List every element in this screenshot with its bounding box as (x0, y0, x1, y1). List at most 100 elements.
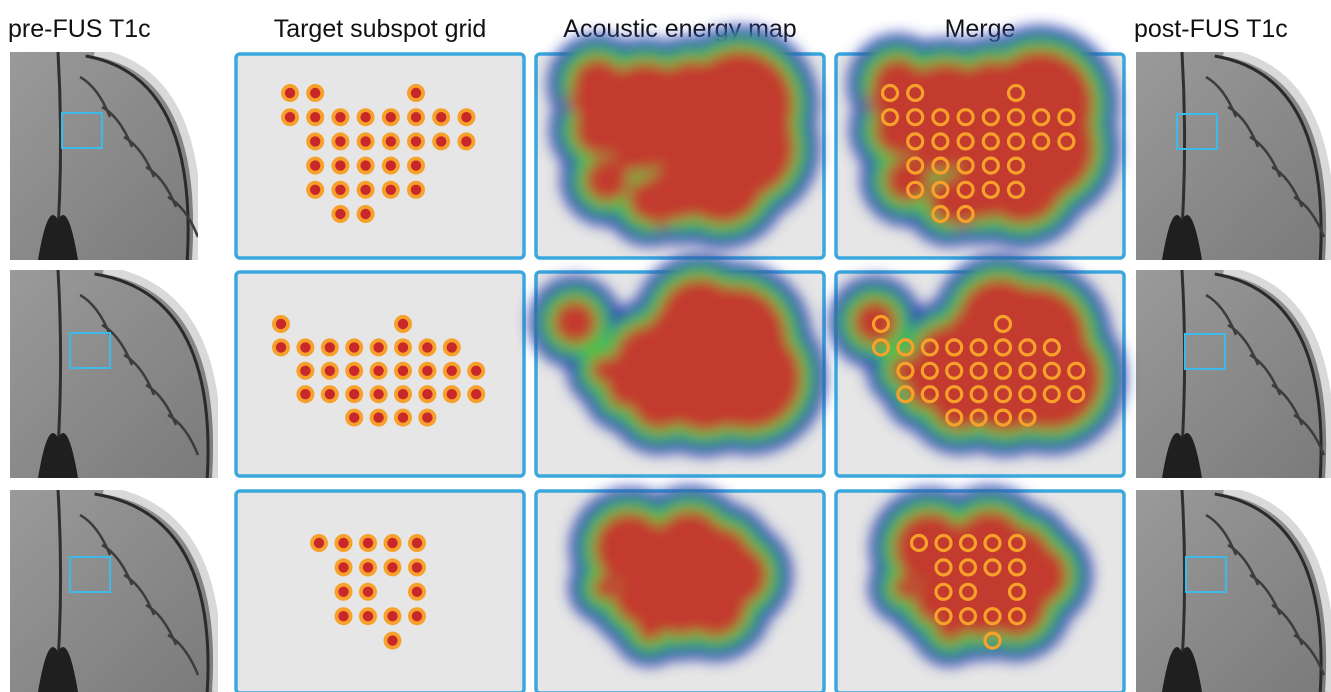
subspot-core (385, 112, 396, 123)
subspot (418, 338, 437, 357)
subspot-ring (945, 408, 964, 427)
subspot (369, 361, 388, 380)
subspot (408, 582, 426, 601)
subspot-core (410, 136, 422, 147)
cortex-edge (94, 492, 210, 692)
ventricles (38, 433, 78, 478)
subspot-core (324, 389, 335, 400)
sulcus-line (167, 633, 200, 676)
subspot (969, 361, 988, 380)
subspot-core (313, 537, 325, 549)
left-roi-box-2 (69, 332, 111, 369)
subspot (296, 361, 315, 380)
subspot (983, 558, 1002, 577)
subspot-core (275, 318, 287, 330)
subspot (896, 338, 915, 357)
subspot-ring (956, 180, 975, 199)
subspot (442, 385, 461, 404)
subspot-core (310, 184, 321, 195)
subspot-core (411, 611, 423, 622)
subspot-ring (1018, 385, 1037, 404)
energy-core (916, 536, 940, 560)
subspot-ring (993, 361, 1013, 380)
subspot-ring (956, 108, 975, 127)
subspot (880, 108, 900, 127)
energy-core (642, 190, 678, 226)
subspot-ring (958, 582, 978, 601)
subspot-ring (958, 558, 978, 577)
right-roi-box-1 (1176, 113, 1218, 150)
subspot-ring (1018, 361, 1037, 380)
sulcus-line (167, 413, 200, 456)
subspot (383, 631, 402, 650)
subspot-core (385, 184, 396, 195)
subspot-ring (880, 108, 900, 127)
subspot-ring (920, 338, 939, 357)
subspot (407, 132, 425, 151)
subspot (381, 108, 400, 127)
energy-high-region (936, 614, 964, 642)
subspot (956, 180, 975, 199)
subspot (394, 385, 412, 404)
subspot (871, 314, 891, 334)
cortex-edge (94, 272, 210, 478)
subspot-core (373, 389, 384, 400)
skull-bone (102, 490, 218, 692)
subspot (993, 385, 1013, 404)
subspot-ring (1057, 132, 1076, 151)
subspot (931, 204, 950, 224)
subspot-core (385, 160, 396, 171)
subspot-ring (981, 180, 1000, 199)
subspot-ring (931, 180, 950, 199)
subspot-ring (934, 607, 953, 626)
panel-frame (234, 52, 526, 260)
subspot (1042, 338, 1061, 357)
subspot (394, 361, 412, 380)
subspot (331, 156, 350, 175)
subspot (359, 534, 377, 552)
ventricles (1162, 215, 1202, 260)
subspot-core (422, 365, 433, 376)
subspot (306, 180, 325, 199)
subspot (993, 338, 1013, 357)
subspot (306, 156, 325, 175)
subspot (457, 108, 476, 127)
subspot (1057, 132, 1076, 151)
energy-core (970, 592, 1010, 632)
subspot-ring (920, 361, 939, 380)
subspot-core (310, 112, 321, 123)
subspot-core (436, 112, 447, 123)
subspot (956, 132, 975, 151)
subspot (334, 558, 353, 577)
panel-frame (234, 489, 526, 692)
sulcus-line (167, 195, 198, 238)
subspot (272, 315, 290, 333)
subspot-core (387, 537, 398, 549)
subspot (880, 83, 900, 103)
subspot (958, 533, 978, 553)
subspot-ring (945, 338, 964, 357)
subspot (983, 607, 1002, 626)
subspot-core (362, 611, 374, 622)
subspot-core (349, 365, 360, 376)
subspot (1007, 607, 1027, 626)
subspot (408, 607, 426, 626)
subspot-ring (1018, 408, 1037, 427)
subspot (920, 338, 939, 357)
subspot-ring (931, 132, 950, 151)
subspot (958, 558, 978, 577)
sulcus-line (1293, 413, 1326, 456)
left-mri-slice-2 (10, 270, 218, 478)
subspot (956, 108, 975, 127)
subspot (1007, 582, 1027, 601)
subspot-core (362, 537, 374, 549)
subspot-core (335, 208, 346, 220)
energy-core (954, 294, 1026, 366)
subspot (359, 558, 377, 577)
left-roi-box-3 (69, 556, 111, 593)
subspot (1042, 385, 1061, 404)
subspot-core (373, 412, 384, 423)
subspot (871, 338, 891, 357)
subspot (356, 205, 375, 223)
subspot-core (349, 342, 360, 353)
